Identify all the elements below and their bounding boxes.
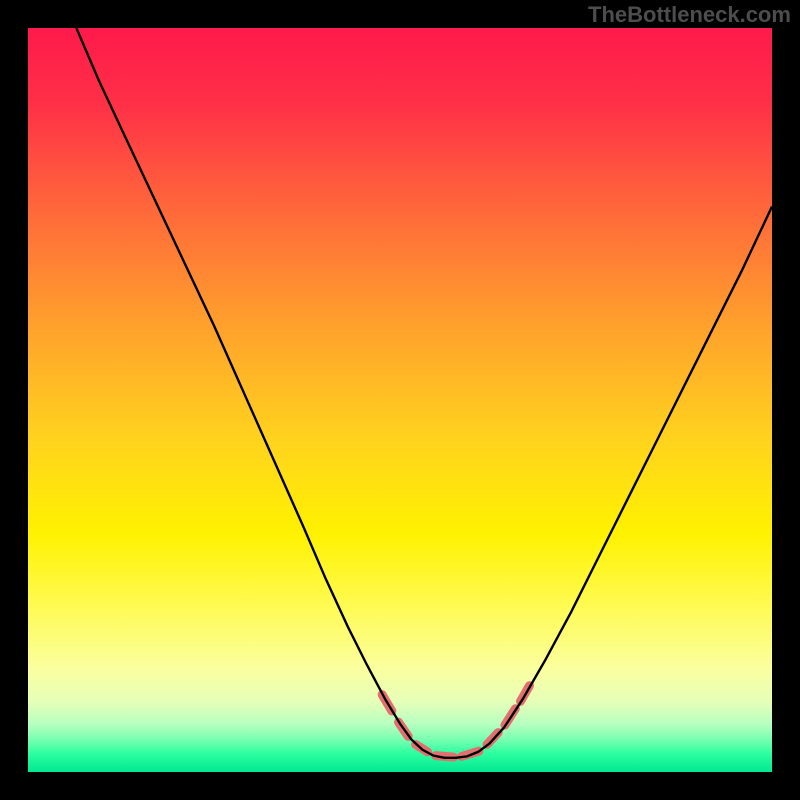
chart-container: TheBottleneck.com bbox=[0, 0, 800, 800]
watermark-text: TheBottleneck.com bbox=[588, 2, 791, 28]
plot-background bbox=[28, 28, 772, 772]
chart-svg bbox=[0, 0, 800, 800]
